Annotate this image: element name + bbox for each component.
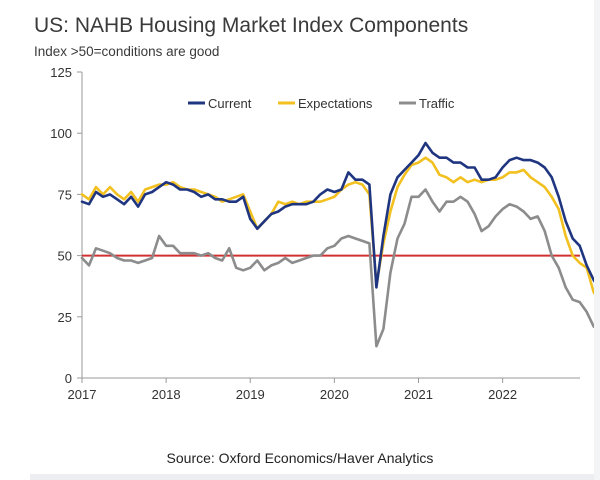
footer-bar xyxy=(30,474,600,480)
x-tick-label-2017: 2017 xyxy=(68,387,97,402)
chart-subtitle: Index >50=conditions are good xyxy=(34,44,220,59)
series-line-current xyxy=(80,141,600,291)
y-tick-label-0: 0 xyxy=(65,371,72,386)
series-current xyxy=(80,141,600,291)
y-tick-label-125: 125 xyxy=(50,65,72,80)
chart-title: US: NAHB Housing Market Index Components xyxy=(34,14,469,37)
x-tick-label-2019: 2019 xyxy=(236,387,265,402)
series-traffic xyxy=(80,188,600,348)
series-line-traffic xyxy=(80,188,600,348)
y-tick-label-75: 75 xyxy=(58,187,72,202)
x-tick-label-2020: 2020 xyxy=(320,387,349,402)
x-tick-label-2018: 2018 xyxy=(152,387,181,402)
source-note: Source: Oxford Economics/Haver Analytics xyxy=(166,450,434,466)
y-tick-label-50: 50 xyxy=(58,249,72,264)
page-edge xyxy=(594,0,600,480)
legend-label-current: Current xyxy=(208,96,252,111)
y-tick-label-25: 25 xyxy=(58,310,72,325)
y-tick-label-100: 100 xyxy=(50,126,72,141)
x-tick-label-2021: 2021 xyxy=(404,387,433,402)
x-tick-label-2022: 2022 xyxy=(488,387,517,402)
line-chart: 0 25 50 75 100 125 2017 2018 2019 2020 2021 2022 Cur… xyxy=(50,65,600,402)
legend-label-traffic: Traffic xyxy=(419,96,455,111)
legend-label-expectations: Expectations xyxy=(298,96,373,111)
series-expectations xyxy=(80,156,600,304)
series-line-expectations xyxy=(80,156,600,304)
